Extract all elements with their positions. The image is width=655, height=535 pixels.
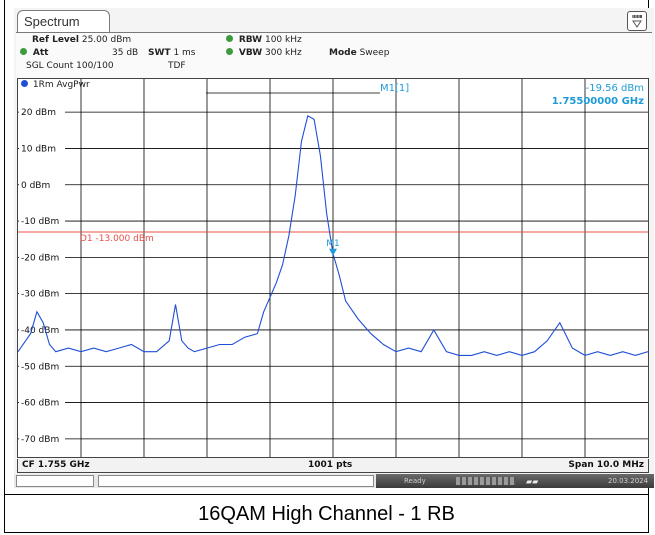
vbw-label: VBW [238, 48, 263, 58]
progress-indicator [456, 477, 516, 485]
figure-caption: 16QAM High Channel - 1 RB [4, 494, 649, 534]
y-tick-label: -70 dBm [21, 435, 59, 445]
ref-level[interactable]: Ref Level 25.00 dBm [32, 35, 131, 45]
vbw-value: 300 kHz [265, 48, 302, 58]
spectrum-analyzer-screen: Spectrum Ref Level 25.00 dBm Att 35 dB S… [14, 8, 654, 488]
spectrum-chart: 20 dBm 10 dBm 0 dBm -10 dBm -20 dBm -30 dBm -4… [17, 79, 649, 457]
y-tick-label: 20 dBm [21, 108, 56, 118]
tdf-indicator: TDF [168, 61, 186, 71]
vbw-coupled-icon [226, 48, 233, 55]
y-tick-label-background [19, 432, 65, 444]
trace-label: 1Rm AvgPwr [21, 80, 90, 90]
ref-level-label: Ref Level [32, 35, 79, 45]
vbw[interactable]: VBW 300 kHz [226, 48, 302, 58]
status-date: 20.03.2024 [608, 477, 649, 485]
rbw-label: RBW [238, 35, 263, 45]
settings-panel-glyph [632, 15, 642, 28]
sgl-count: SGL Count 100/100 [26, 61, 114, 71]
y-tick-label: -20 dBm [21, 253, 59, 263]
status-indicators: Ready ▰▰ 20.03.2024 [376, 474, 654, 488]
y-tick-label-background [19, 178, 65, 190]
y-tick-label: -40 dBm [21, 326, 59, 336]
display-line-d1-label: D1 -13.000 dBm [80, 234, 154, 244]
frequency-span[interactable]: Span 10.0 MHz [568, 460, 644, 470]
marker-m1-name: M1[1] [380, 83, 409, 94]
measurement-settings: Ref Level 25.00 dBm Att 35 dB SWT 1 ms R… [16, 32, 652, 79]
trace-indicator-icon [21, 80, 28, 87]
trace-label-text: 1Rm AvgPwr [32, 80, 90, 90]
sweep-mode[interactable]: Mode Sweep [329, 48, 389, 58]
att-label: Att [32, 48, 49, 58]
y-tick-label: -30 dBm [21, 290, 59, 300]
att-value: 35 dB [112, 48, 139, 58]
swt-label: SWT [148, 48, 171, 58]
marker-m1-frequency: 1.75500000 GHz [552, 96, 644, 107]
marker-m1-level: -19.56 dBm [586, 83, 644, 94]
y-tick-label: -50 dBm [21, 362, 59, 372]
status-bar: Ready ▰▰ 20.03.2024 [14, 474, 654, 488]
grid [18, 79, 648, 457]
rbw-value: 100 kHz [264, 35, 302, 45]
y-tick-label: -10 dBm [21, 217, 59, 227]
settings-panel-icon[interactable] [627, 11, 647, 31]
y-tick-labels: 20 dBm 10 dBm 0 dBm -10 dBm -20 dBm -30 dBm -4… [19, 106, 65, 445]
y-tick-label: 0 dBm [21, 181, 50, 191]
y-tick-label-background [19, 396, 65, 408]
spectrum-plot[interactable]: 1Rm AvgPwr 20 dBm 10 dBm 0 dBm -10 dBm -20 d… [17, 78, 649, 458]
mode-value: Sweep [359, 48, 390, 58]
y-tick-label-background [19, 251, 65, 263]
lxi-icon: ▰▰ [526, 477, 539, 486]
y-tick-label: 10 dBm [21, 144, 56, 154]
mode-label: Mode [329, 48, 357, 58]
tab-spectrum[interactable]: Spectrum [17, 10, 110, 32]
trace-1-line [17, 114, 649, 356]
attenuation[interactable]: Att [20, 48, 48, 58]
swt-value: 1 ms [173, 48, 196, 58]
y-tick-label-background [19, 142, 65, 154]
figure-caption-text: 16QAM High Channel - 1 RB [198, 503, 455, 525]
y-tick-label-background [19, 360, 65, 372]
marker-m1-point[interactable] [329, 248, 337, 256]
rbw-coupled-icon [226, 35, 233, 42]
marker-m1-point-label: M1 [326, 239, 340, 249]
plot-footer: CF 1.755 GHz 1001 pts Span 10.0 MHz [17, 459, 649, 473]
sweep-time[interactable]: SWT 1 ms [148, 48, 195, 58]
status-field-left[interactable] [16, 475, 94, 487]
y-tick-label-background [19, 323, 65, 335]
y-tick-label-background [19, 287, 65, 299]
y-tick-label-background [19, 106, 65, 118]
att-coupled-icon [20, 48, 27, 55]
rbw[interactable]: RBW 100 kHz [226, 35, 302, 45]
status-field-message[interactable] [98, 475, 374, 487]
status-ready-text: Ready [404, 477, 426, 485]
ref-level-value: 25.00 dBm [81, 35, 132, 45]
y-tick-label-background [19, 215, 65, 227]
tab-spectrum-label: Spectrum [24, 14, 80, 29]
center-frequency[interactable]: CF 1.755 GHz [22, 460, 90, 470]
y-tick-label: -60 dBm [21, 399, 59, 409]
sweep-points[interactable]: 1001 pts [308, 460, 353, 470]
